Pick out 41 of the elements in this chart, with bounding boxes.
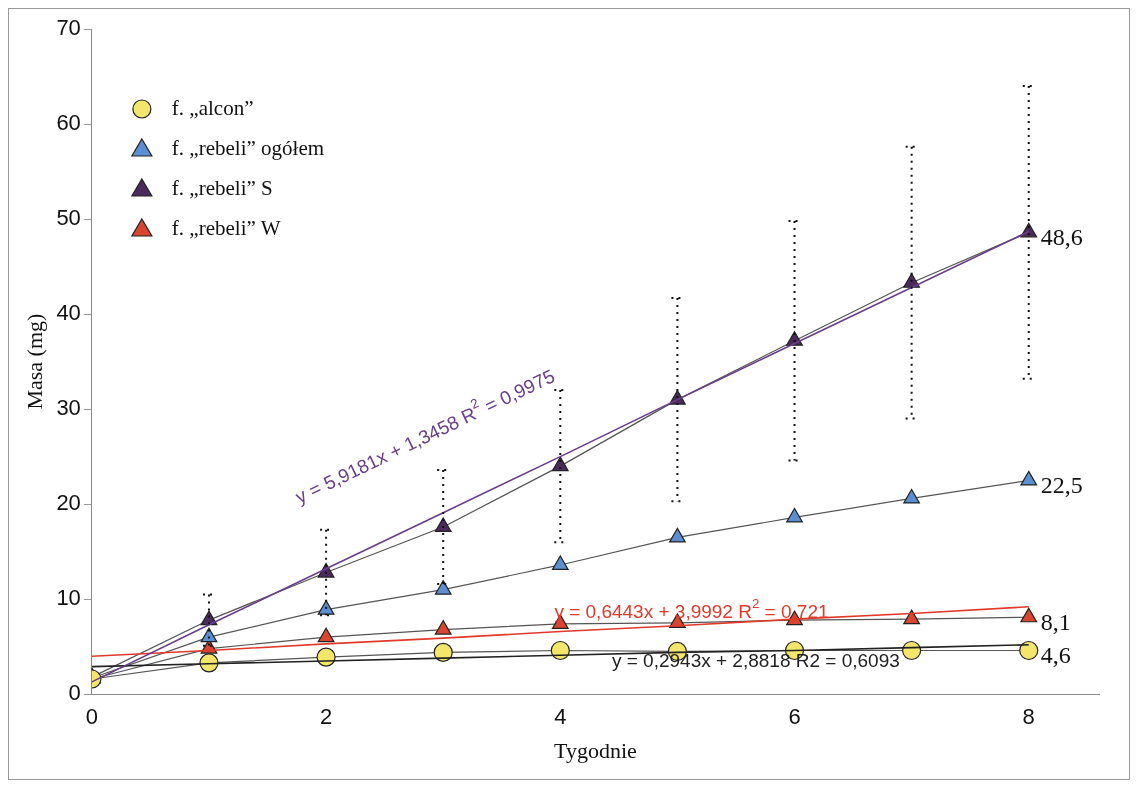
point [903, 609, 921, 625]
point [317, 600, 335, 615]
point [786, 507, 803, 523]
y-axis-title: Masa (mg) [21, 313, 47, 410]
point [434, 517, 452, 533]
x-axis-title: Tygodnie [554, 737, 637, 763]
y-tick-label: 40 [56, 300, 81, 326]
legend-label: f. „rebeli” S [171, 175, 273, 200]
point [317, 627, 335, 643]
legend-label: f. „rebeli” ogółem [171, 135, 325, 160]
x-tick-label: 0 [85, 704, 98, 730]
point [200, 627, 218, 643]
y-tick-label: 20 [56, 490, 81, 516]
annotation: y = 0,2943x + 2,8818 R2 = 0,6093 [611, 650, 900, 672]
point [1019, 640, 1039, 661]
data-label: 8,1 [1040, 608, 1071, 635]
x-tick-label: 4 [554, 704, 567, 730]
data-label: 4,6 [1040, 641, 1071, 668]
legend-label: f. „alcon” [171, 95, 254, 120]
legend-label: f. „rebeli” W [171, 215, 281, 240]
point [551, 555, 569, 571]
x-tick-label: 8 [1022, 704, 1035, 730]
point [551, 456, 569, 472]
data-label: 22,5 [1040, 471, 1083, 498]
y-tick-label: 70 [56, 15, 81, 41]
point [434, 619, 452, 635]
y-tick-label: 60 [56, 110, 81, 136]
y-tick-label: 30 [56, 395, 81, 421]
data-label: 48,6 [1040, 223, 1083, 250]
point [1020, 470, 1038, 486]
y-tick-label: 0 [68, 680, 81, 706]
point [1020, 607, 1038, 623]
x-tick-label: 6 [788, 704, 801, 730]
x-tick-label: 2 [319, 704, 333, 730]
point [434, 580, 452, 595]
point [550, 640, 570, 661]
y-tick-label: 10 [56, 585, 81, 611]
point [903, 488, 921, 504]
y-tick-label: 50 [56, 205, 81, 231]
point [669, 527, 686, 543]
point [902, 640, 922, 661]
